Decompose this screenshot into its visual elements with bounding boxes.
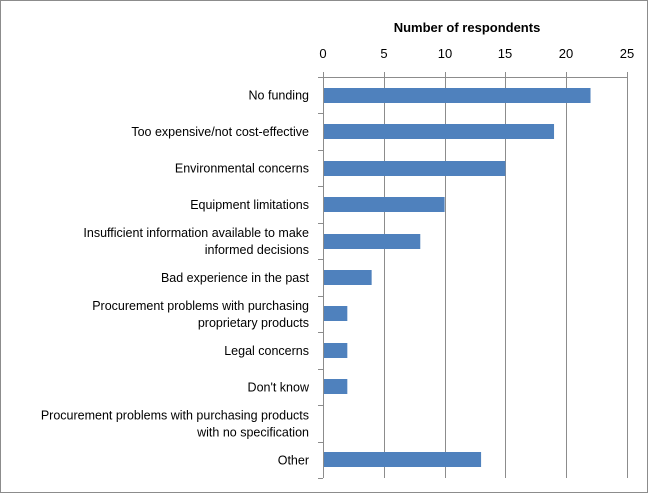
category-label-4: Insufficient information available to ma… (83, 226, 309, 257)
x-axis-title: Number of respondents (394, 20, 541, 35)
x-tick-label-4: 20 (559, 46, 573, 61)
gridlines (384, 77, 628, 478)
category-label-10: Other (278, 453, 309, 467)
bar-1 (324, 124, 555, 139)
x-tick-labels: 0 5 10 15 20 25 (319, 46, 634, 61)
x-tick-label-1: 5 (380, 46, 387, 61)
bar-4 (324, 234, 421, 249)
bar-3 (324, 197, 445, 212)
bar-5 (324, 270, 372, 285)
category-label-7: Legal concerns (224, 344, 309, 358)
category-label-9: Procurement problems with purchasing pro… (41, 408, 309, 439)
x-tick-label-0: 0 (319, 46, 326, 61)
category-labels: No funding Too expensive/not cost-effecti… (41, 89, 310, 468)
category-label-2: Environmental concerns (175, 162, 309, 176)
bar-10 (324, 452, 482, 467)
category-label-0: No funding (249, 89, 310, 103)
category-label-3: Equipment limitations (190, 198, 309, 212)
bar-8 (324, 379, 348, 394)
category-label-8: Don't know (248, 380, 310, 394)
bars (324, 88, 591, 467)
bar-7 (324, 343, 348, 358)
category-label-1: Too expensive/not cost-effective (131, 125, 309, 139)
bar-6 (324, 306, 348, 321)
bar-0 (324, 88, 591, 103)
x-tick-label-2: 10 (438, 46, 452, 61)
category-label-6: Procurement problems with purchasing prop… (92, 299, 309, 330)
x-tick-label-3: 15 (498, 46, 512, 61)
x-tick-label-5: 25 (620, 46, 634, 61)
bar-2 (324, 161, 506, 176)
axes (318, 72, 628, 479)
category-label-5: Bad experience in the past (161, 271, 310, 285)
